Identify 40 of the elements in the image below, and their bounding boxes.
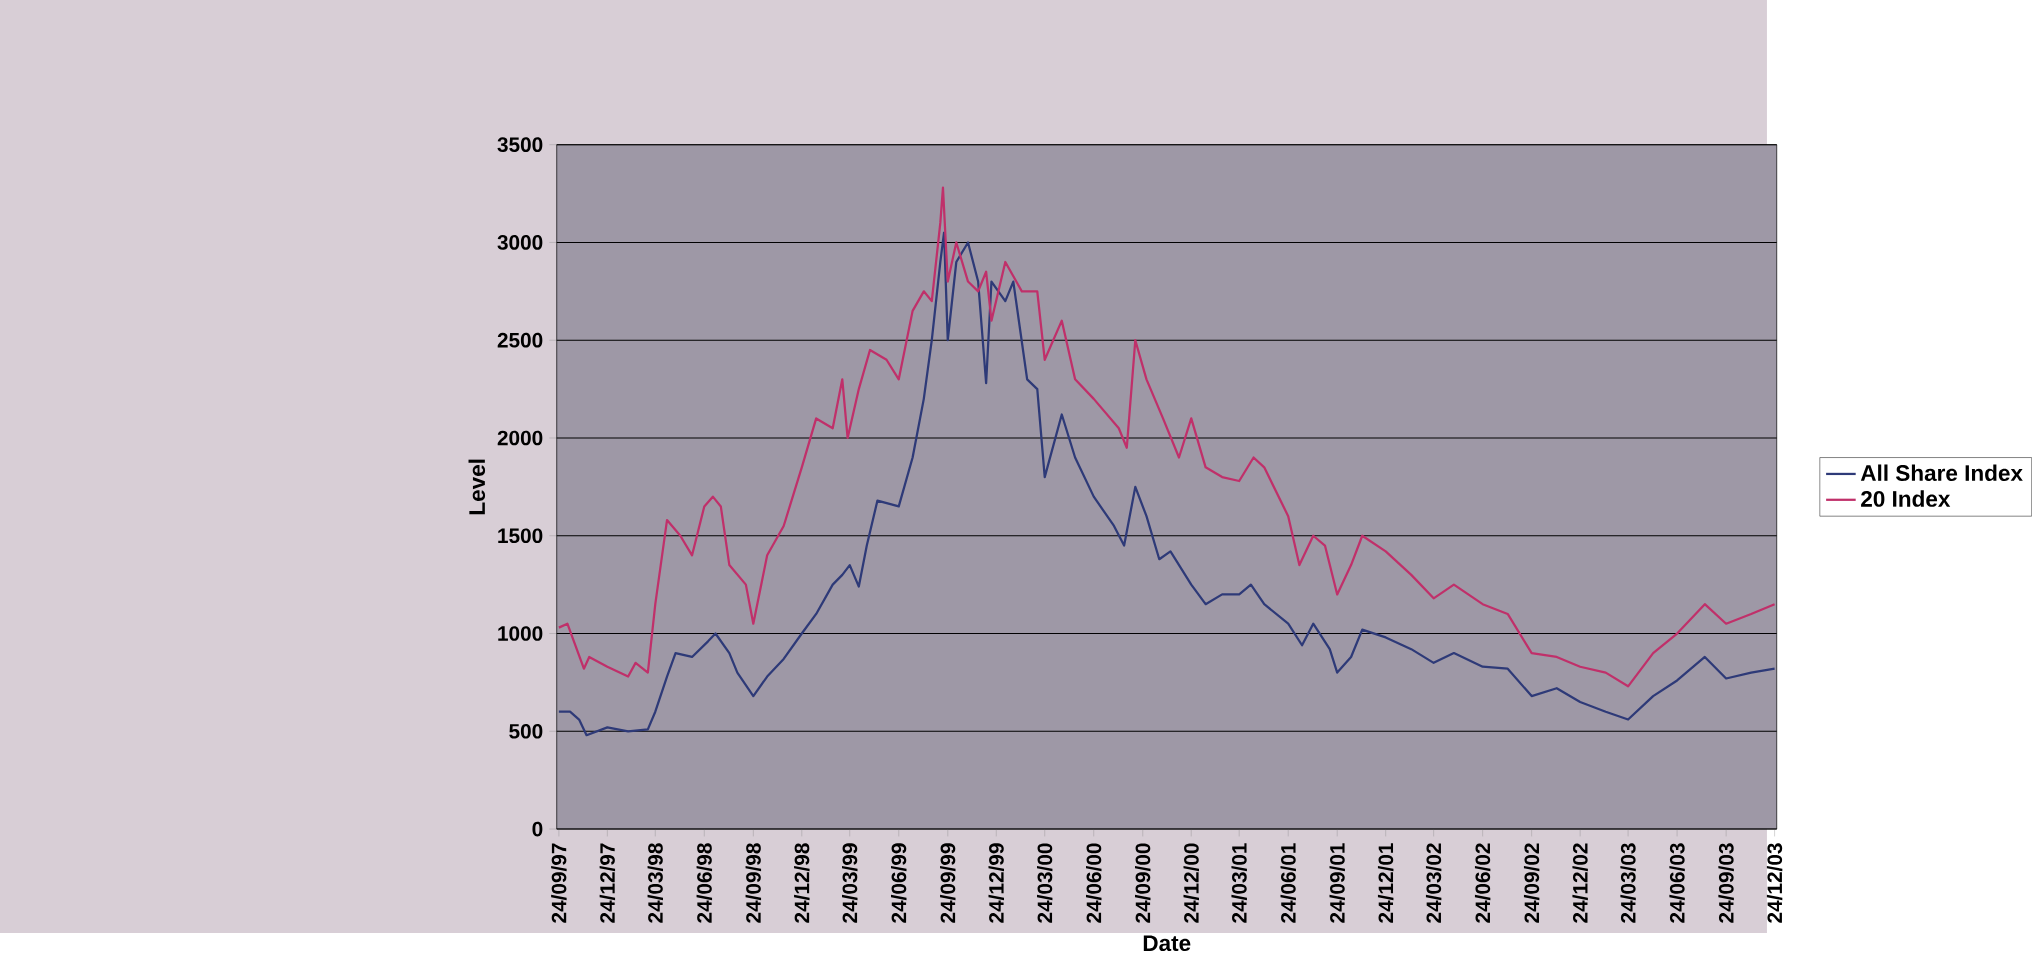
x-tick-label: 24/06/99: [891, 843, 907, 923]
x-tick-label: 24/03/99: [842, 843, 858, 923]
y-tick-label: 2500: [497, 332, 543, 348]
x-tick-label: 24/03/03: [1620, 843, 1636, 923]
y-tick-label: 0: [532, 821, 543, 837]
x-tick-label: 24/12/01: [1377, 843, 1394, 923]
legend-label: All Share Index: [1860, 464, 2023, 482]
x-tick-label: 24/12/00: [1183, 843, 1199, 923]
line-series: [557, 186, 1776, 688]
x-tick-label: 24/09/02: [1523, 843, 1540, 923]
x-tick-label: 24/12/02: [1572, 843, 1588, 923]
y-tick-label: 1500: [498, 528, 543, 544]
x-tick-label: 24/03/01: [1231, 843, 1247, 923]
x-tick-label: 24/06/03: [1669, 843, 1685, 923]
x-tick-label: 24/06/02: [1474, 843, 1491, 923]
legend-label: 20 Index: [1861, 490, 1951, 507]
x-tick-label: 24/06/98: [696, 843, 713, 923]
x-tick-label: 24/09/03: [1718, 843, 1734, 923]
x-tick-label: 24/09/97: [551, 843, 567, 923]
x-tick-label: 24/06/00: [1086, 843, 1102, 923]
x-tick-label: 24/09/98: [745, 843, 762, 923]
x-tick-label: 24/03/02: [1425, 843, 1442, 923]
y-tick-label: 1000: [498, 626, 543, 641]
line-series: [557, 231, 1776, 737]
x-tick-label: 24/09/99: [940, 843, 956, 923]
y-axis-title: Level: [468, 459, 486, 515]
x-tick-label: 24/09/00: [1135, 843, 1151, 923]
x-tick-label: 24/03/00: [1037, 843, 1053, 923]
x-tick-label: 24/03/98: [647, 843, 664, 923]
y-tick-label: 500: [509, 723, 543, 739]
x-tick-label: 24/12/03: [1766, 843, 1783, 923]
x-tick-label: 24/06/01: [1280, 843, 1296, 923]
y-tick-label: 3500: [497, 137, 543, 153]
x-tick-label: 24/12/99: [988, 843, 1004, 923]
y-tick-label: 2000: [497, 430, 543, 446]
x-tick-label: 24/12/97: [599, 843, 616, 923]
x-tick-label: 24/09/01: [1329, 843, 1345, 923]
y-tick-label: 3000: [497, 235, 543, 250]
x-tick-label: 24/12/98: [794, 843, 810, 923]
x-axis-title: Date: [1143, 935, 1191, 952]
